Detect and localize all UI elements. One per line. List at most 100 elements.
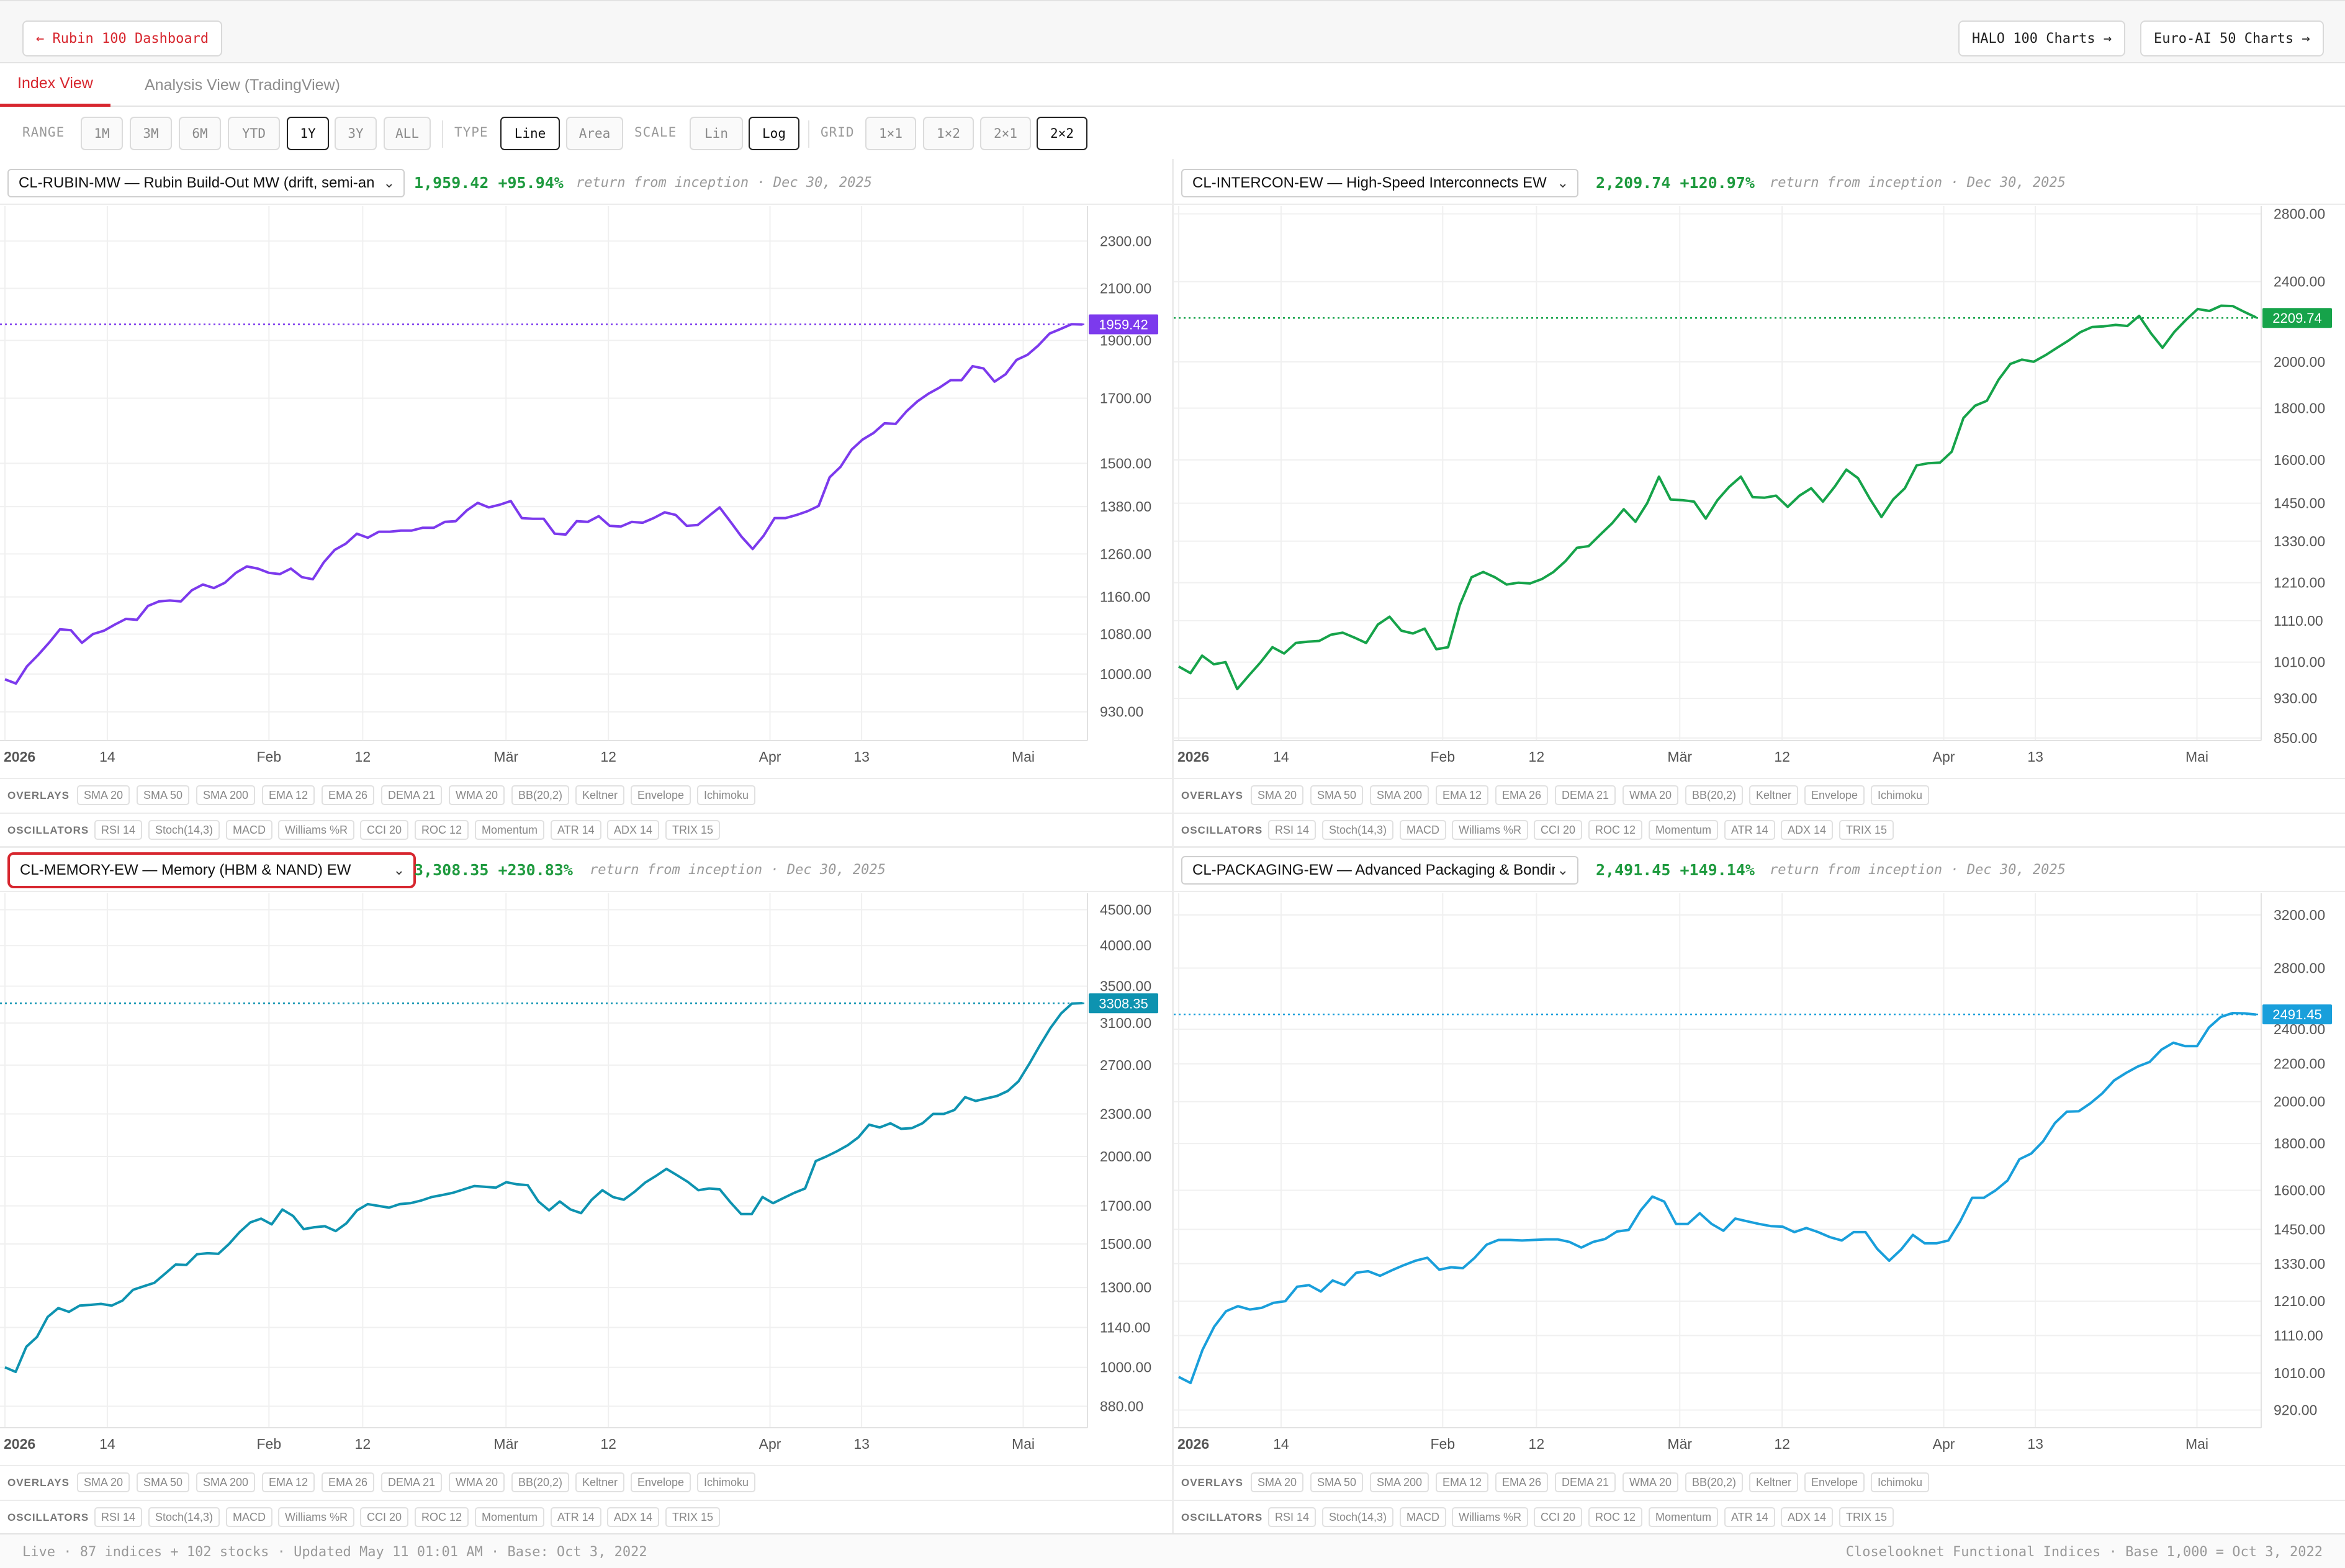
range-3m-button[interactable]: 3M bbox=[130, 117, 172, 150]
overlay-toggle[interactable]: EMA 12 bbox=[1436, 785, 1489, 805]
oscillator-toggle[interactable]: TRIX 15 bbox=[1839, 820, 1894, 840]
overlay-toggle[interactable]: DEMA 21 bbox=[1555, 785, 1616, 805]
price-chart[interactable]: 850.00 930.00 1010.00 1110.00 1210.00 1330.00… bbox=[1174, 206, 2345, 765]
oscillator-toggle[interactable]: MACD bbox=[1400, 820, 1446, 840]
scale-log-button[interactable]: Log bbox=[749, 117, 799, 150]
tab-index-view[interactable]: Index View bbox=[0, 63, 110, 107]
oscillator-toggle[interactable]: Momentum bbox=[475, 820, 545, 840]
overlay-toggle[interactable]: SMA 50 bbox=[137, 785, 190, 805]
overlay-toggle[interactable]: Envelope bbox=[631, 1472, 691, 1492]
oscillator-toggle[interactable]: ATR 14 bbox=[551, 1507, 601, 1527]
overlay-toggle[interactable]: Envelope bbox=[1804, 785, 1865, 805]
overlay-toggle[interactable]: Keltner bbox=[1749, 1472, 1799, 1492]
oscillator-toggle[interactable]: MACD bbox=[226, 1507, 272, 1527]
oscillator-toggle[interactable]: RSI 14 bbox=[94, 820, 143, 840]
range-6m-button[interactable]: 6M bbox=[179, 117, 221, 150]
overlay-toggle[interactable]: SMA 20 bbox=[1251, 785, 1304, 805]
overlay-toggle[interactable]: WMA 20 bbox=[1623, 1472, 1679, 1492]
oscillator-toggle[interactable]: ATR 14 bbox=[1724, 820, 1775, 840]
grid-2x2-button[interactable]: 2×2 bbox=[1037, 117, 1087, 150]
price-chart[interactable]: 920.00 1010.00 1110.00 1210.00 1330.00 1450.0… bbox=[1174, 893, 2345, 1452]
oscillator-toggle[interactable]: Stoch(14,3) bbox=[148, 1507, 220, 1527]
overlay-toggle[interactable]: SMA 50 bbox=[1310, 785, 1364, 805]
oscillator-toggle[interactable]: CCI 20 bbox=[360, 820, 409, 840]
oscillator-toggle[interactable]: ROC 12 bbox=[1588, 820, 1643, 840]
tab-analysis-view[interactable]: Analysis View (TradingView) bbox=[145, 76, 340, 94]
oscillator-toggle[interactable]: Williams %R bbox=[278, 820, 354, 840]
halo-charts-link[interactable]: HALO 100 Charts → bbox=[1958, 20, 2126, 56]
overlay-toggle[interactable]: Envelope bbox=[1804, 1472, 1865, 1492]
overlay-toggle[interactable]: SMA 50 bbox=[1310, 1472, 1364, 1492]
overlay-toggle[interactable]: WMA 20 bbox=[449, 1472, 505, 1492]
oscillator-toggle[interactable]: Stoch(14,3) bbox=[1322, 820, 1394, 840]
oscillator-toggle[interactable]: ADX 14 bbox=[1781, 820, 1834, 840]
price-chart[interactable]: 880.00 1000.00 1140.00 1300.00 1500.00 1700.0… bbox=[0, 893, 1172, 1452]
overlay-toggle[interactable]: EMA 12 bbox=[1436, 1472, 1489, 1492]
overlay-toggle[interactable]: SMA 200 bbox=[196, 785, 256, 805]
range-ytd-button[interactable]: YTD bbox=[228, 117, 280, 150]
overlay-toggle[interactable]: EMA 26 bbox=[322, 1472, 375, 1492]
overlay-toggle[interactable]: Ichimoku bbox=[697, 785, 756, 805]
oscillator-toggle[interactable]: CCI 20 bbox=[1534, 820, 1583, 840]
overlay-toggle[interactable]: Ichimoku bbox=[1871, 785, 1930, 805]
oscillator-toggle[interactable]: TRIX 15 bbox=[1839, 1507, 1894, 1527]
oscillator-toggle[interactable]: TRIX 15 bbox=[665, 1507, 721, 1527]
oscillator-toggle[interactable]: CCI 20 bbox=[1534, 1507, 1583, 1527]
overlay-toggle[interactable]: WMA 20 bbox=[449, 785, 505, 805]
oscillator-toggle[interactable]: Williams %R bbox=[278, 1507, 354, 1527]
euro-ai-charts-link[interactable]: Euro-AI 50 Charts → bbox=[2140, 20, 2324, 56]
overlay-toggle[interactable]: EMA 12 bbox=[262, 1472, 315, 1492]
overlay-toggle[interactable]: EMA 26 bbox=[1495, 1472, 1549, 1492]
overlay-toggle[interactable]: Keltner bbox=[1749, 785, 1799, 805]
price-chart[interactable]: 930.00 1000.00 1080.00 1160.00 1260.00 1380.0… bbox=[0, 206, 1172, 765]
oscillator-toggle[interactable]: ROC 12 bbox=[1588, 1507, 1643, 1527]
oscillator-toggle[interactable]: Stoch(14,3) bbox=[1322, 1507, 1394, 1527]
grid-1x1-button[interactable]: 1×1 bbox=[865, 117, 916, 150]
range-1m-button[interactable]: 1M bbox=[81, 117, 123, 150]
index-selector-dropdown[interactable]: CL-RUBIN-MW — Rubin Build-Out MW (drift,… bbox=[7, 169, 405, 197]
back-to-dashboard-link[interactable]: ← Rubin 100 Dashboard bbox=[22, 20, 223, 56]
oscillator-toggle[interactable]: RSI 14 bbox=[1268, 1507, 1317, 1527]
type-area-button[interactable]: Area bbox=[566, 117, 623, 150]
overlay-toggle[interactable]: Ichimoku bbox=[1871, 1472, 1930, 1492]
index-selector-dropdown[interactable]: CL-INTERCON-EW — High-Speed Interconnect… bbox=[1181, 169, 1578, 197]
oscillator-toggle[interactable]: Stoch(14,3) bbox=[148, 820, 220, 840]
oscillator-toggle[interactable]: RSI 14 bbox=[94, 1507, 143, 1527]
overlay-toggle[interactable]: SMA 20 bbox=[77, 785, 130, 805]
oscillator-toggle[interactable]: ADX 14 bbox=[607, 1507, 660, 1527]
oscillator-toggle[interactable]: Momentum bbox=[1649, 820, 1719, 840]
index-selector-dropdown[interactable]: CL-PACKAGING-EW — Advanced Packaging & B… bbox=[1181, 856, 1578, 885]
overlay-toggle[interactable]: BB(20,2) bbox=[1685, 1472, 1744, 1492]
overlay-toggle[interactable]: EMA 26 bbox=[322, 785, 375, 805]
overlay-toggle[interactable]: WMA 20 bbox=[1623, 785, 1679, 805]
grid-2x1-button[interactable]: 2×1 bbox=[980, 117, 1031, 150]
overlay-toggle[interactable]: DEMA 21 bbox=[381, 1472, 443, 1492]
overlay-toggle[interactable]: BB(20,2) bbox=[511, 785, 570, 805]
oscillator-toggle[interactable]: Williams %R bbox=[1452, 820, 1528, 840]
overlay-toggle[interactable]: EMA 12 bbox=[262, 785, 315, 805]
overlay-toggle[interactable]: Ichimoku bbox=[697, 1472, 756, 1492]
oscillator-toggle[interactable]: ROC 12 bbox=[415, 820, 469, 840]
overlay-toggle[interactable]: SMA 20 bbox=[77, 1472, 130, 1492]
oscillator-toggle[interactable]: MACD bbox=[226, 820, 272, 840]
oscillator-toggle[interactable]: ATR 14 bbox=[1724, 1507, 1775, 1527]
overlay-toggle[interactable]: SMA 20 bbox=[1251, 1472, 1304, 1492]
range-1y-button[interactable]: 1Y bbox=[287, 117, 329, 150]
overlay-toggle[interactable]: BB(20,2) bbox=[1685, 785, 1744, 805]
overlay-toggle[interactable]: Envelope bbox=[631, 785, 691, 805]
overlay-toggle[interactable]: SMA 200 bbox=[1370, 785, 1429, 805]
overlay-toggle[interactable]: EMA 26 bbox=[1495, 785, 1549, 805]
overlay-toggle[interactable]: SMA 200 bbox=[1370, 1472, 1429, 1492]
oscillator-toggle[interactable]: ROC 12 bbox=[415, 1507, 469, 1527]
oscillator-toggle[interactable]: MACD bbox=[1400, 1507, 1446, 1527]
oscillator-toggle[interactable]: Momentum bbox=[1649, 1507, 1719, 1527]
oscillator-toggle[interactable]: ADX 14 bbox=[1781, 1507, 1834, 1527]
overlay-toggle[interactable]: SMA 50 bbox=[137, 1472, 190, 1492]
scale-lin-button[interactable]: Lin bbox=[690, 117, 743, 150]
oscillator-toggle[interactable]: Williams %R bbox=[1452, 1507, 1528, 1527]
oscillator-toggle[interactable]: RSI 14 bbox=[1268, 820, 1317, 840]
index-selector-dropdown[interactable]: CL-MEMORY-EW — Memory (HBM & NAND) EW ⌄ bbox=[7, 852, 416, 888]
overlay-toggle[interactable]: SMA 200 bbox=[196, 1472, 256, 1492]
oscillator-toggle[interactable]: CCI 20 bbox=[360, 1507, 409, 1527]
grid-1x2-button[interactable]: 1×2 bbox=[923, 117, 974, 150]
